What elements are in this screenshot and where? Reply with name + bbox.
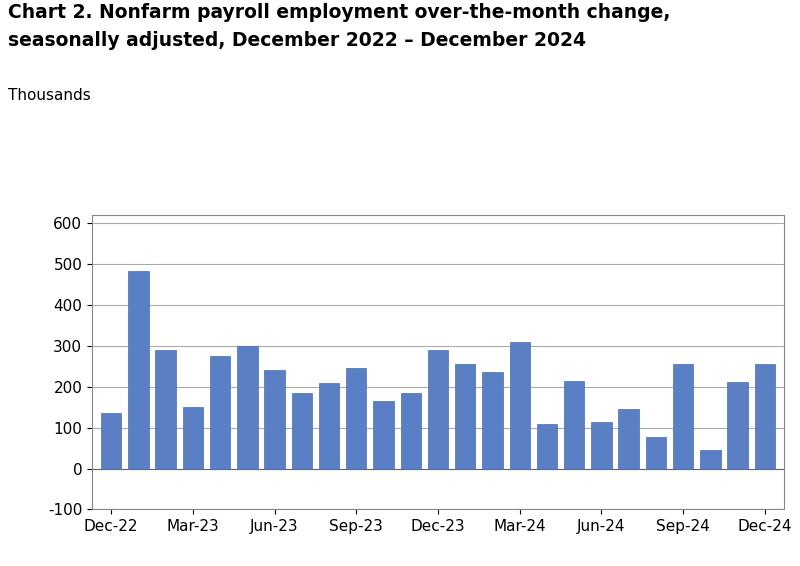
Bar xyxy=(428,350,448,469)
Bar xyxy=(346,368,366,469)
Bar xyxy=(510,342,530,469)
Bar xyxy=(754,365,775,469)
Bar xyxy=(591,422,612,469)
Bar xyxy=(155,350,176,469)
Bar xyxy=(727,382,748,469)
Text: seasonally adjusted, December 2022 – December 2024: seasonally adjusted, December 2022 – Dec… xyxy=(8,31,586,50)
Bar xyxy=(101,413,122,469)
Text: Thousands: Thousands xyxy=(8,88,90,103)
Bar xyxy=(537,424,557,469)
Bar xyxy=(673,365,694,469)
Bar xyxy=(700,450,721,469)
Bar xyxy=(618,409,639,469)
Bar xyxy=(646,436,666,469)
Bar xyxy=(237,346,258,469)
Bar xyxy=(182,407,203,469)
Bar xyxy=(319,383,339,469)
Bar xyxy=(482,372,502,469)
Bar xyxy=(455,365,475,469)
Bar xyxy=(401,393,421,469)
Bar xyxy=(264,370,285,469)
Bar xyxy=(128,272,149,469)
Bar xyxy=(210,356,230,469)
Bar xyxy=(291,393,312,469)
Bar xyxy=(564,380,585,469)
Text: Chart 2. Nonfarm payroll employment over-the-month change,: Chart 2. Nonfarm payroll employment over… xyxy=(8,3,670,22)
Bar xyxy=(374,401,394,469)
